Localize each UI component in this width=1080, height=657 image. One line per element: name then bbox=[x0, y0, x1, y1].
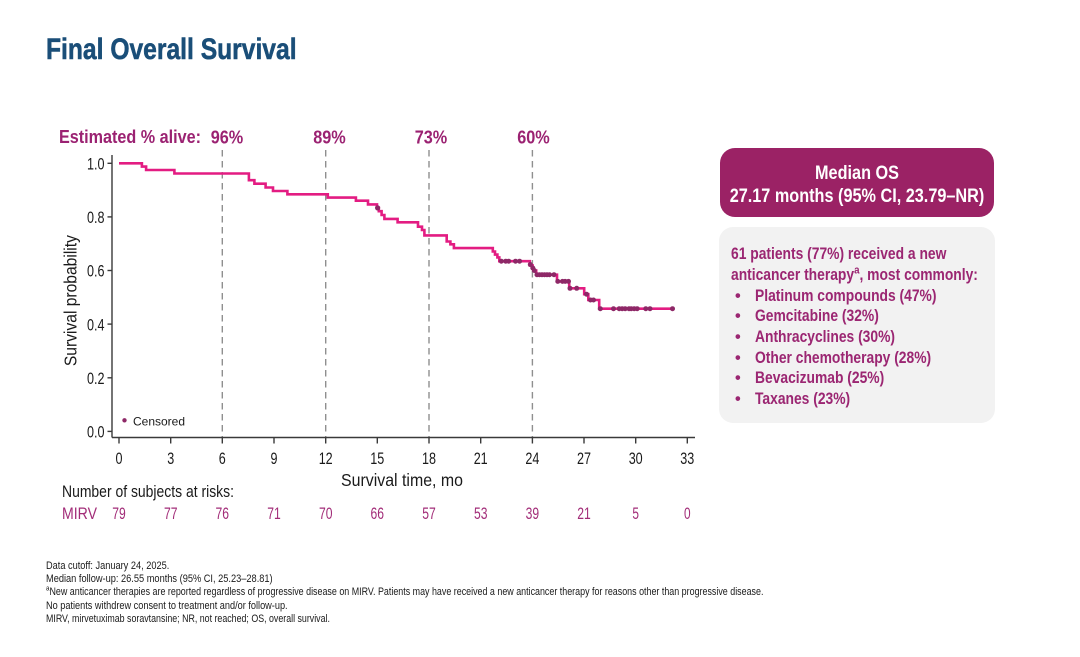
svg-text:24: 24 bbox=[525, 449, 539, 468]
svg-text:21: 21 bbox=[474, 449, 488, 468]
svg-text:1.0: 1.0 bbox=[87, 155, 105, 173]
svg-text:0.4: 0.4 bbox=[87, 316, 105, 334]
svg-text:57: 57 bbox=[422, 505, 436, 523]
svg-text:79: 79 bbox=[112, 505, 126, 523]
svg-text:0.6: 0.6 bbox=[87, 263, 105, 281]
svg-text:9: 9 bbox=[271, 449, 278, 468]
svg-text:70: 70 bbox=[319, 505, 333, 523]
svg-text:27: 27 bbox=[577, 449, 591, 468]
svg-text:71: 71 bbox=[267, 505, 281, 523]
svg-text:3: 3 bbox=[167, 449, 174, 468]
svg-text:12: 12 bbox=[319, 449, 333, 468]
svg-text:18: 18 bbox=[422, 449, 436, 468]
svg-text:Censored: Censored bbox=[133, 414, 185, 428]
svg-text:MIRV: MIRV bbox=[62, 505, 97, 523]
svg-text:33: 33 bbox=[680, 449, 694, 468]
svg-text:Number of subjects at risks:: Number of subjects at risks: bbox=[62, 483, 234, 501]
svg-text:53: 53 bbox=[474, 505, 488, 523]
svg-text:0.2: 0.2 bbox=[87, 370, 105, 388]
svg-text:Survival probability: Survival probability bbox=[61, 235, 81, 366]
svg-text:73%: 73% bbox=[415, 126, 448, 147]
svg-text:66: 66 bbox=[371, 505, 385, 523]
svg-text:21: 21 bbox=[577, 505, 591, 523]
svg-text:0.8: 0.8 bbox=[87, 209, 105, 227]
svg-text:39: 39 bbox=[526, 505, 540, 523]
svg-text:0: 0 bbox=[684, 505, 691, 523]
svg-text:Survival time, mo: Survival time, mo bbox=[341, 470, 463, 490]
svg-text:0.0: 0.0 bbox=[87, 424, 105, 442]
svg-text:5: 5 bbox=[632, 505, 639, 523]
svg-text:77: 77 bbox=[164, 505, 178, 523]
svg-text:Estimated % alive:: Estimated % alive: bbox=[59, 126, 201, 147]
svg-text:60%: 60% bbox=[517, 126, 550, 147]
svg-text:6: 6 bbox=[219, 449, 226, 468]
svg-text:15: 15 bbox=[370, 449, 384, 468]
svg-text:30: 30 bbox=[629, 449, 643, 468]
svg-text:0: 0 bbox=[116, 449, 123, 468]
svg-text:76: 76 bbox=[216, 505, 230, 523]
svg-text:89%: 89% bbox=[313, 126, 346, 147]
svg-text:96%: 96% bbox=[211, 126, 244, 147]
